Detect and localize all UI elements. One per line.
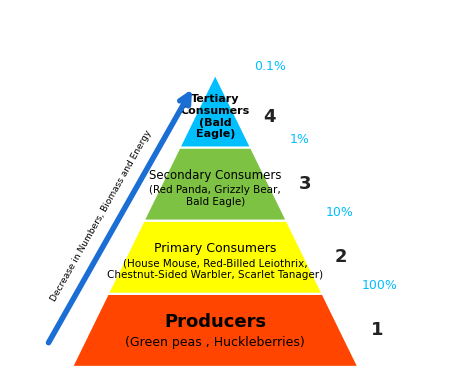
Text: Tertiary
Consumers
(Bald
Eagle): Tertiary Consumers (Bald Eagle) <box>181 94 250 139</box>
Text: 0.1%: 0.1% <box>254 60 286 73</box>
Text: Secondary Consumers: Secondary Consumers <box>149 169 282 182</box>
Text: 1: 1 <box>371 321 383 339</box>
Text: 10%: 10% <box>326 206 354 219</box>
Text: (House Mouse, Red-Billed Leiothrix,
Chestnut-Sided Warbler, Scarlet Tanager): (House Mouse, Red-Billed Leiothrix, Ches… <box>107 258 323 280</box>
Text: Decrease in Numbers, Biomass and Energy: Decrease in Numbers, Biomass and Energy <box>50 129 154 303</box>
Text: Producers: Producers <box>164 313 266 330</box>
Text: 100%: 100% <box>362 279 397 292</box>
Text: 1%: 1% <box>290 133 310 146</box>
Polygon shape <box>180 74 251 147</box>
Text: Primary Consumers: Primary Consumers <box>154 242 276 255</box>
Polygon shape <box>144 147 287 221</box>
Text: 3: 3 <box>299 175 312 193</box>
Text: 4: 4 <box>264 108 276 126</box>
Text: (Green peas , Huckleberries): (Green peas , Huckleberries) <box>125 336 305 349</box>
Text: (Red Panda, Grizzly Bear,
Bald Eagle): (Red Panda, Grizzly Bear, Bald Eagle) <box>149 185 281 207</box>
Text: 2: 2 <box>335 248 347 266</box>
Polygon shape <box>108 221 323 294</box>
Polygon shape <box>72 294 358 367</box>
